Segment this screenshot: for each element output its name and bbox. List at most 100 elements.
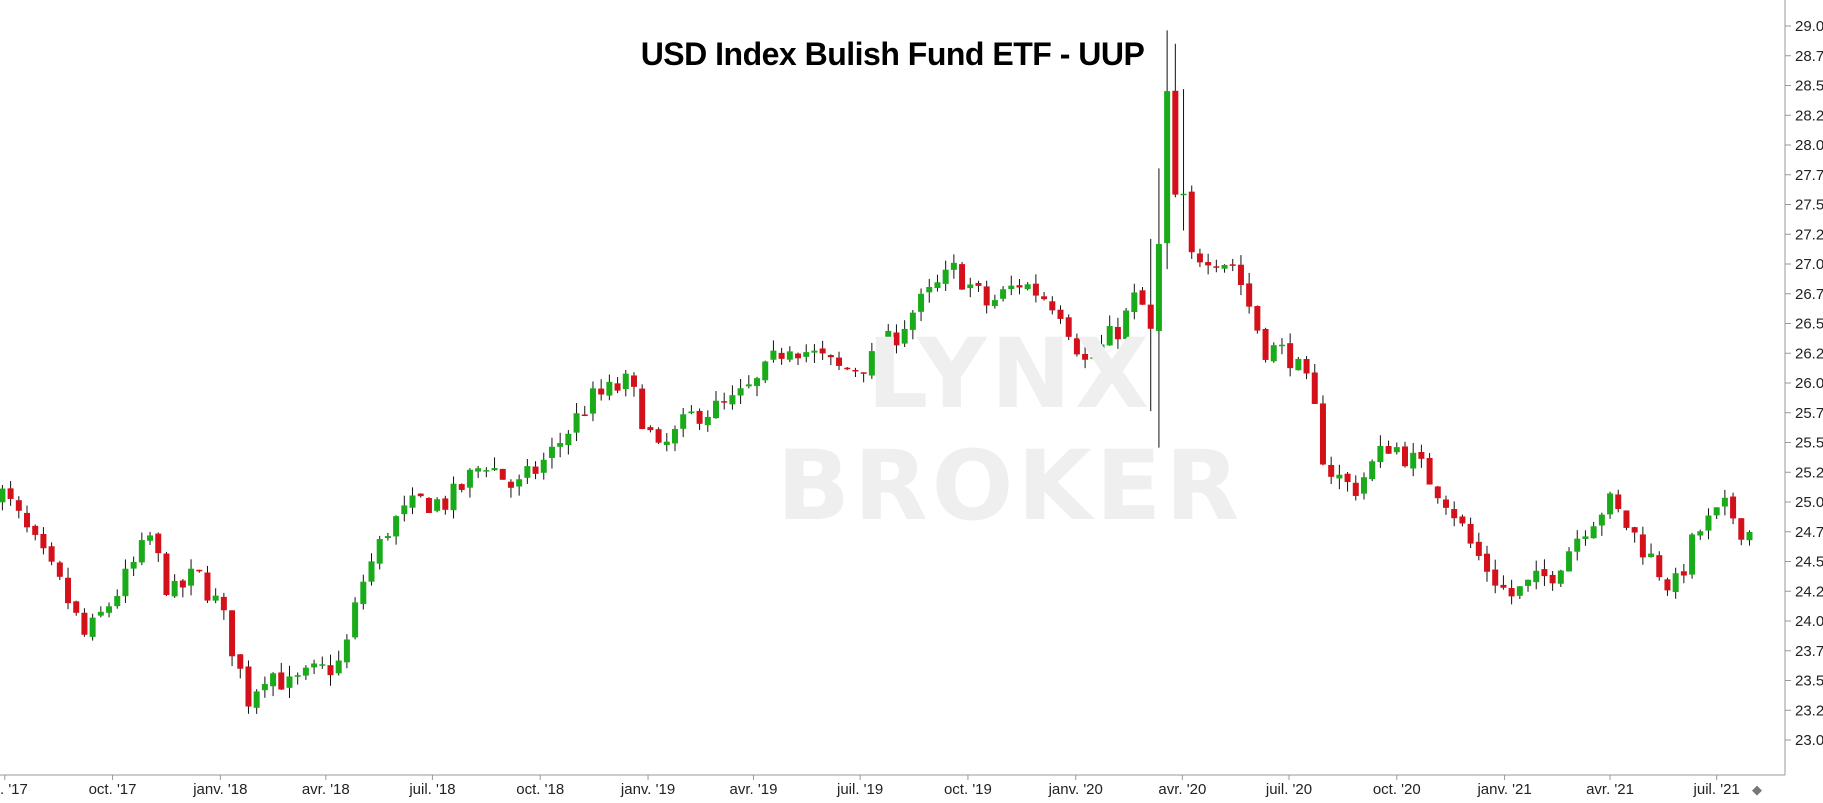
candle-body-down [1492,569,1499,586]
x-tick-label: avr. '20 [1158,781,1206,798]
candle-body-up [138,540,145,563]
y-tick-label: 27.00 [1795,256,1823,273]
y-tick-label: 24.25 [1795,583,1823,600]
candle-body-down [196,569,203,572]
candle-body-down [1385,446,1392,454]
y-tick-label: 25.00 [1795,494,1823,511]
candle-body-down [639,388,646,430]
candle-body-up [1648,553,1655,557]
candle-body-up [319,664,326,666]
candle-body-up [1295,358,1302,371]
candle-body-up [885,330,892,359]
candle-body-down [1073,338,1080,355]
y-tick-label: 26.75 [1795,286,1823,303]
y-tick-label: 25.25 [1795,464,1823,481]
candle-body-up [1574,538,1581,552]
x-tick-label: juil. '18 [408,781,455,798]
candle-body-up [130,561,137,569]
candle-body-up [483,470,490,472]
candle-body-up [0,488,6,503]
y-tick-label: 26.00 [1795,375,1823,392]
candle-body-down [220,596,227,611]
candle-body-down [852,370,859,372]
candle-body-down [893,332,900,346]
candle-body-down [1319,403,1326,465]
candle-body-down [179,580,186,588]
candle-body-down [81,612,88,635]
candle-body-up [1557,570,1564,584]
candle-body-down [1426,458,1433,485]
candle-body-down [24,512,31,528]
candle-body-down [795,353,802,359]
candle-body-down [425,497,432,513]
candle-body-down [1254,306,1261,331]
candle-body-down [32,525,39,535]
candle-body-down [1549,574,1556,584]
candle-body-down [1344,473,1351,483]
candle-body-down [278,672,285,690]
candle-body-down [877,349,884,358]
y-tick-label: 27.75 [1795,167,1823,184]
candle-body-up [926,287,933,293]
candle-body-up [942,269,949,284]
candle-body-down [696,410,703,424]
candle-body-down [1246,283,1253,307]
candle-body-down [1205,262,1212,266]
candle-body-up [384,536,391,539]
candle-body-up [335,660,342,674]
candle-body-down [155,533,162,554]
candle-body-down [1049,301,1056,311]
candle-body-down [1615,494,1622,510]
candle-body-down [56,562,63,577]
candle-body-down [229,610,236,657]
candle-body-up [967,284,974,289]
candle-body-up [434,499,441,511]
candle-body-down [1631,527,1638,533]
candle-body-up [573,413,580,433]
candle-body-up [991,300,998,306]
x-tick-label: juil. '19 [836,781,883,798]
candle-body-down [507,481,514,488]
candle-body-up [1721,497,1728,507]
candle-body-down [237,654,244,669]
candle-body-down [1508,588,1515,597]
candle-body-up [589,388,596,414]
candle-body-up [1713,507,1720,516]
y-tick-label: 25.75 [1795,405,1823,422]
candle-body-down [1418,452,1425,459]
y-tick-label: 28.75 [1795,48,1823,65]
candle-body-up [1393,447,1400,453]
candle-body-up [147,535,154,541]
candle-body-up [934,282,941,289]
candle-body-up [171,580,178,597]
x-tick-label: avr. '21 [1586,781,1634,798]
candle-body-up [1000,289,1007,299]
candle-body-down [959,264,966,290]
scroll-marker-icon: ◆ [1752,782,1762,797]
y-tick-label: 24.00 [1795,613,1823,630]
y-tick-label: 23.50 [1795,673,1823,690]
candle-body-up [1336,474,1343,479]
candle-body-down [1147,304,1154,329]
candle-body-up [89,617,96,637]
candle-body-up [1155,244,1162,331]
candle-body-up [343,639,350,663]
candle-body-down [163,553,170,596]
candle-body-up [1525,579,1532,586]
candle-body-up [1566,551,1573,572]
candle-body-down [204,572,211,601]
candle-body-up [565,433,572,446]
candle-body-up [868,351,875,376]
candle-body-up [557,443,564,447]
candle-body-up [680,414,687,429]
candle-body-up [663,441,670,445]
y-tick-label: 28.00 [1795,137,1823,154]
x-tick-label: janv. '19 [620,781,675,798]
candle-body-down [819,348,826,354]
y-tick-label: 26.25 [1795,345,1823,362]
candle-body-up [745,384,752,387]
candle-body-up [1131,292,1138,313]
candle-body-up [1164,91,1171,244]
candle-body-down [1032,283,1039,296]
candle-body-down [1237,264,1244,286]
